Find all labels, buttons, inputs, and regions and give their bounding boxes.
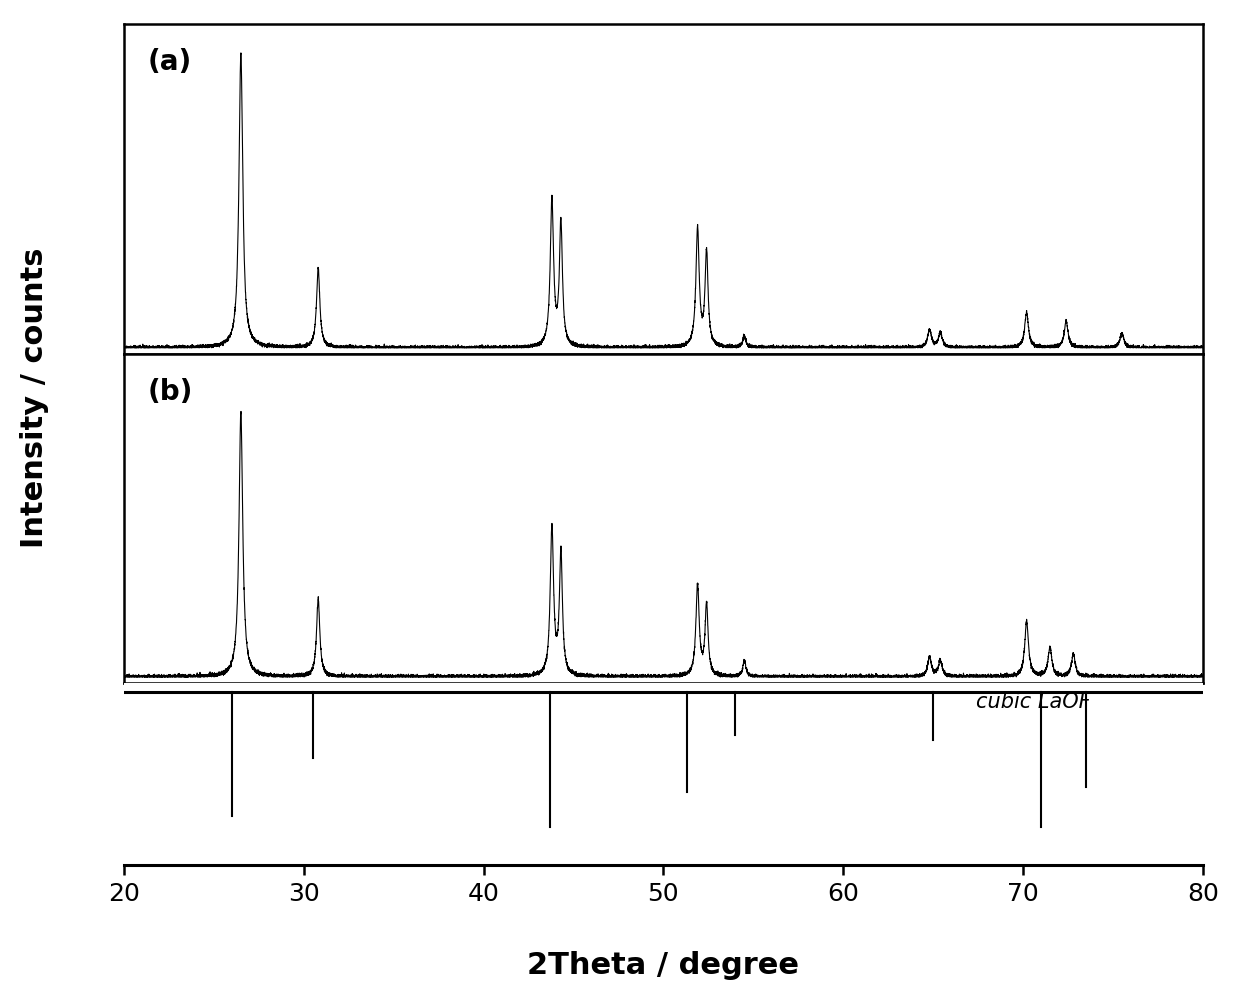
Text: Intensity / counts: Intensity / counts (20, 248, 50, 548)
Text: 2Theta / degree: 2Theta / degree (527, 949, 800, 979)
Text: (b): (b) (148, 378, 193, 406)
Text: cubic LaOF: cubic LaOF (976, 691, 1091, 711)
Text: (a): (a) (148, 48, 192, 76)
